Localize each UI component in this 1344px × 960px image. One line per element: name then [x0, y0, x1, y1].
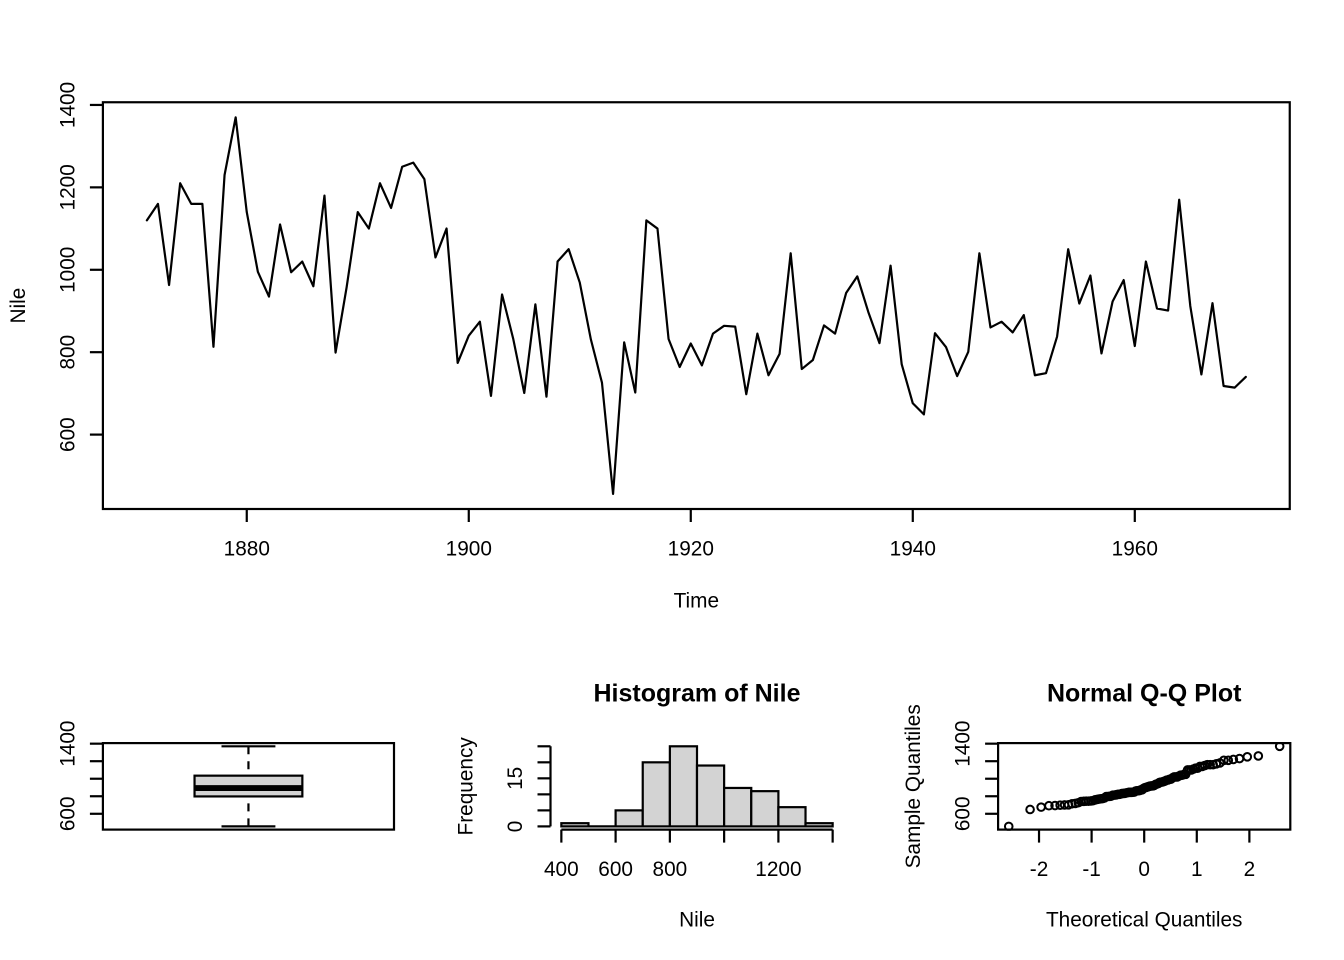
svg-text:600: 600 — [598, 858, 633, 881]
svg-text:600: 600 — [57, 796, 80, 831]
svg-text:Sample Quantiles: Sample Quantiles — [902, 704, 925, 868]
svg-text:Time: Time — [674, 590, 719, 613]
svg-text:Histogram of Nile: Histogram of Nile — [594, 680, 801, 708]
svg-text:1200: 1200 — [755, 858, 801, 881]
svg-text:800: 800 — [57, 335, 80, 370]
svg-text:-2: -2 — [1030, 858, 1049, 881]
svg-text:Normal Q-Q Plot: Normal Q-Q Plot — [1047, 680, 1242, 708]
svg-text:1400: 1400 — [952, 721, 975, 767]
svg-text:1200: 1200 — [57, 164, 80, 210]
svg-text:15: 15 — [504, 767, 527, 790]
svg-text:600: 600 — [57, 417, 80, 452]
svg-text:800: 800 — [653, 858, 688, 881]
svg-text:400: 400 — [544, 858, 579, 881]
svg-text:1400: 1400 — [57, 721, 80, 767]
svg-text:0: 0 — [1138, 858, 1150, 881]
svg-text:1920: 1920 — [668, 538, 714, 561]
svg-text:2: 2 — [1244, 858, 1256, 881]
svg-text:0: 0 — [504, 821, 527, 833]
svg-text:600: 600 — [952, 796, 975, 831]
svg-text:1880: 1880 — [224, 538, 270, 561]
svg-text:1: 1 — [1191, 858, 1203, 881]
svg-text:-1: -1 — [1082, 858, 1101, 881]
svg-text:1400: 1400 — [57, 82, 80, 128]
svg-text:Nile: Nile — [7, 288, 30, 324]
svg-text:1940: 1940 — [890, 538, 936, 561]
svg-text:1960: 1960 — [1112, 538, 1158, 561]
svg-text:1900: 1900 — [446, 538, 492, 561]
svg-text:1000: 1000 — [57, 247, 80, 293]
svg-text:Nile: Nile — [679, 909, 715, 932]
svg-text:Frequency: Frequency — [455, 737, 478, 836]
svg-text:Theoretical Quantiles: Theoretical Quantiles — [1046, 909, 1243, 932]
